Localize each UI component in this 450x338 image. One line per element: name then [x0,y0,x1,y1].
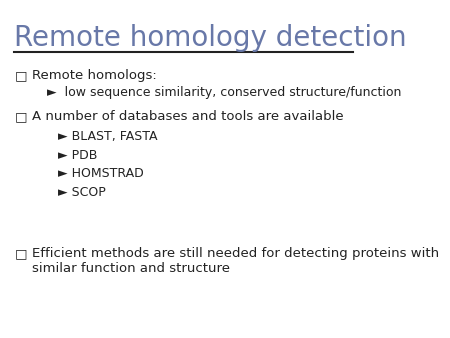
Text: ►  low sequence similarity, conserved structure/function: ► low sequence similarity, conserved str… [47,86,401,99]
Text: Efficient methods are still needed for detecting proteins with
similar function : Efficient methods are still needed for d… [32,247,440,275]
Text: ► HOMSTRAD: ► HOMSTRAD [58,167,144,180]
Text: □: □ [14,69,27,82]
Text: Remote homologs:: Remote homologs: [32,69,157,82]
Text: A number of databases and tools are available: A number of databases and tools are avai… [32,110,344,123]
Text: ► PDB: ► PDB [58,149,97,162]
Text: □: □ [14,110,27,123]
Text: Remote homology detection: Remote homology detection [14,24,407,52]
Text: □: □ [14,247,27,260]
Text: ► BLAST, FASTA: ► BLAST, FASTA [58,130,157,143]
Text: ► SCOP: ► SCOP [58,186,105,199]
